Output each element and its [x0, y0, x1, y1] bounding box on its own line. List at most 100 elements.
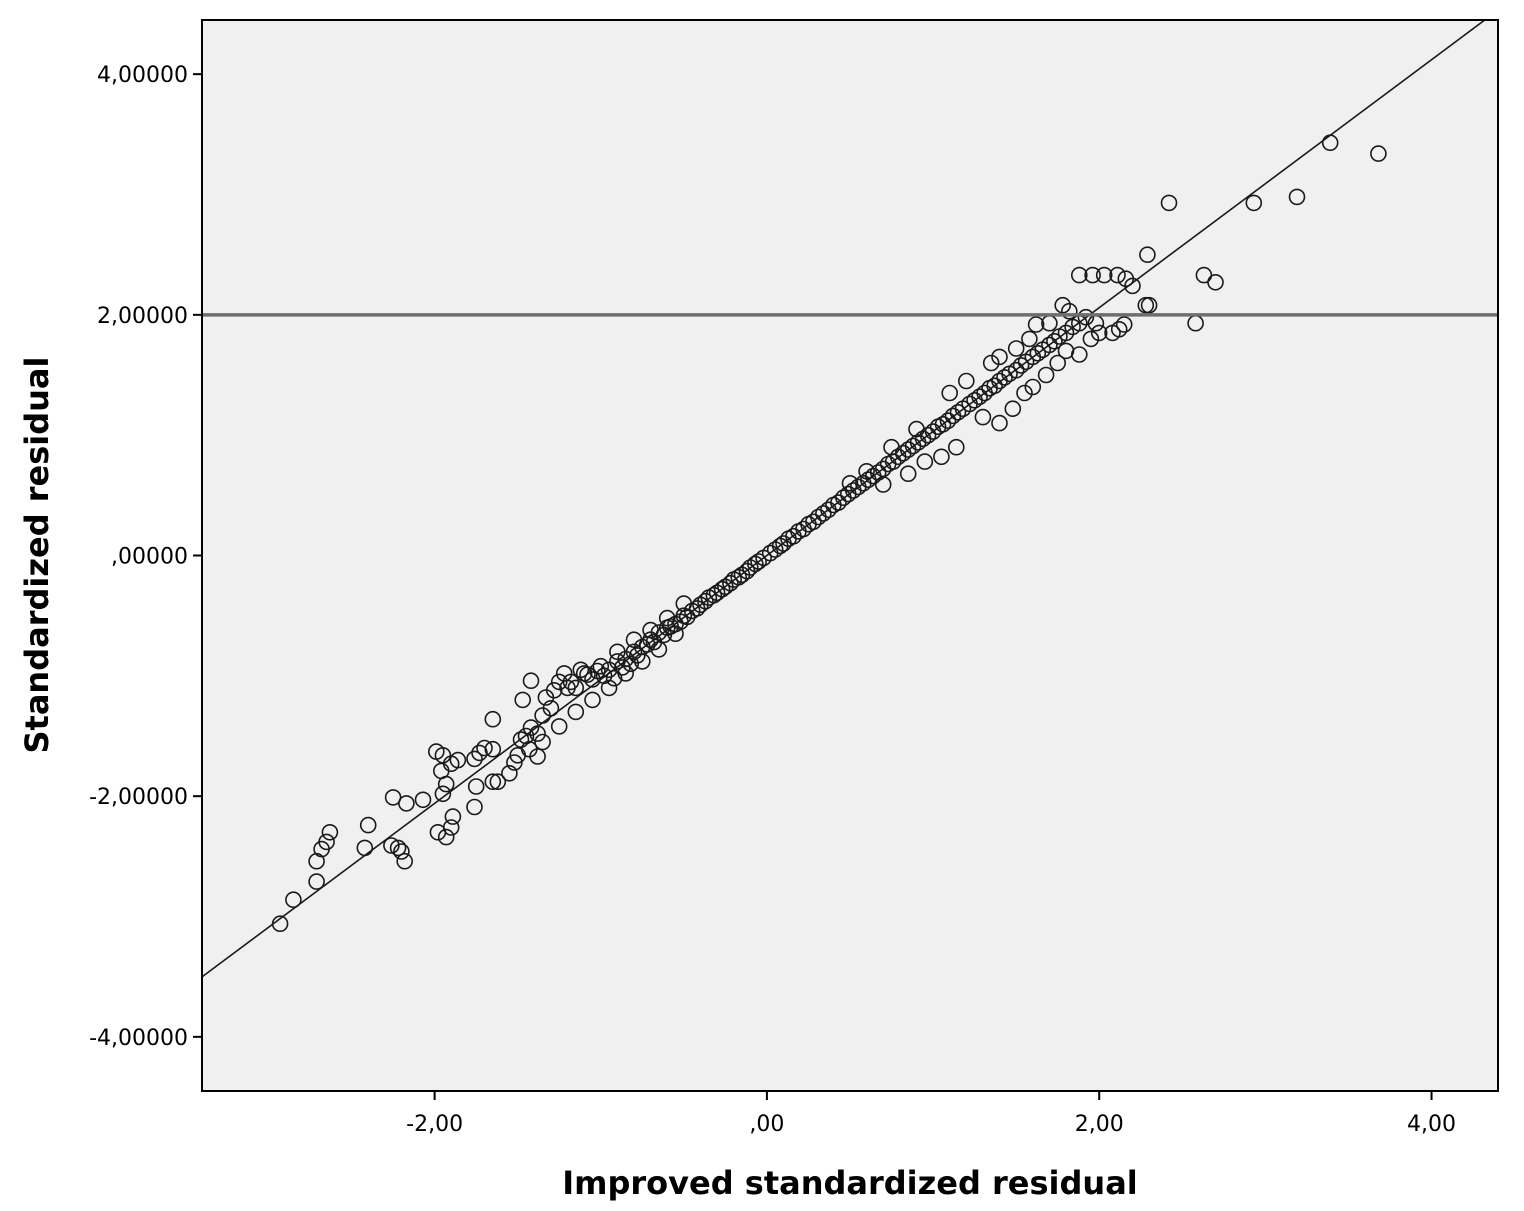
data-point: [1082, 330, 1100, 348]
data-point: [444, 808, 462, 825]
data-point: [600, 661, 618, 679]
data-point: [974, 408, 992, 426]
data-point: [484, 710, 502, 728]
data-point: [545, 681, 563, 699]
x-tick-label: ,00: [749, 1112, 784, 1137]
data-point: [939, 412, 957, 430]
data-point: [517, 727, 535, 745]
data-point: [1007, 361, 1025, 379]
data-point: [1124, 277, 1141, 295]
data-point: [384, 789, 402, 806]
data-point: [1027, 316, 1045, 333]
data-point: [550, 673, 568, 691]
data-point: [949, 403, 967, 421]
data-point: [805, 513, 822, 531]
data-point: [722, 574, 739, 592]
data-point: [1110, 320, 1128, 338]
data-point: [1049, 354, 1066, 372]
data-point: [1139, 246, 1156, 263]
data-point: [414, 791, 432, 809]
data-point: [567, 703, 585, 721]
data-point: [650, 641, 668, 658]
data-point: [1007, 340, 1025, 357]
y-tick-label: -4,00000: [89, 1026, 188, 1051]
data-point: [830, 494, 847, 511]
data-point: [542, 699, 560, 717]
y-axis-title: Standardized residual: [18, 357, 56, 754]
data-point: [667, 625, 684, 643]
data-point: [522, 672, 540, 690]
data-point: [600, 679, 618, 697]
x-tick-label: -2,00: [406, 1112, 463, 1137]
data-point: [285, 891, 302, 909]
data-point: [575, 665, 593, 682]
data-point: [986, 377, 1003, 395]
data-point: [741, 559, 759, 576]
data-point: [941, 384, 959, 402]
data-point: [484, 773, 502, 791]
y-tick-label: 2,00000: [97, 304, 188, 329]
data-point: [899, 465, 917, 483]
data-point: [466, 750, 483, 768]
data-point: [308, 873, 325, 890]
data-point: [393, 843, 410, 860]
data-point: [308, 852, 325, 870]
data-point: [996, 369, 1013, 386]
data-point: [609, 643, 626, 661]
data-point: [318, 833, 335, 851]
data-point: [567, 679, 585, 697]
data-point: [883, 438, 900, 456]
data-point: [746, 555, 764, 573]
data-point: [271, 915, 289, 933]
data-point: [1061, 302, 1078, 320]
data-point: [991, 348, 1008, 366]
data-point: [1037, 366, 1055, 384]
data-point: [933, 448, 950, 466]
data-point: [437, 828, 455, 846]
data-point: [609, 653, 626, 670]
x-tick-label: 4,00: [1407, 1112, 1456, 1137]
data-point: [529, 748, 546, 765]
data-point: [1109, 266, 1126, 284]
data-point: [1077, 308, 1095, 326]
data-point: [592, 657, 610, 675]
data-point: [506, 754, 523, 771]
data-point: [1071, 346, 1088, 363]
data-point: [1115, 316, 1133, 333]
data-point: [501, 764, 518, 782]
data-point: [389, 839, 407, 857]
data-point: [628, 647, 646, 664]
data-point: [1288, 188, 1306, 206]
data-point: [1140, 296, 1158, 314]
data-point: [559, 679, 576, 697]
x-axis-title: Improved standardized residual: [562, 1164, 1138, 1202]
data-point: [874, 476, 892, 493]
data-point: [359, 816, 377, 834]
data-point: [708, 584, 726, 602]
data-point: [705, 586, 723, 604]
data-point: [617, 665, 635, 682]
data-point: [321, 823, 339, 841]
data-point: [467, 778, 485, 795]
data-point: [697, 592, 714, 610]
data-point: [1084, 266, 1101, 284]
data-point: [484, 740, 502, 758]
data-point: [971, 388, 988, 406]
data-point: [622, 655, 640, 673]
data-point: [730, 568, 748, 586]
y-tick-label: -2,00000: [89, 785, 188, 810]
data-point: [658, 609, 676, 627]
data-point: [713, 580, 731, 598]
data-point: [858, 462, 875, 480]
data-point: [625, 643, 643, 661]
data-point: [383, 837, 400, 854]
data-point: [982, 354, 1000, 372]
data-point: [1090, 324, 1108, 342]
data-point: [1095, 266, 1113, 284]
data-point: [916, 453, 934, 470]
x-tick-label: 2,00: [1075, 1112, 1124, 1137]
data-point: [442, 819, 460, 836]
data-point: [1370, 145, 1387, 162]
data-point: [1321, 134, 1339, 151]
